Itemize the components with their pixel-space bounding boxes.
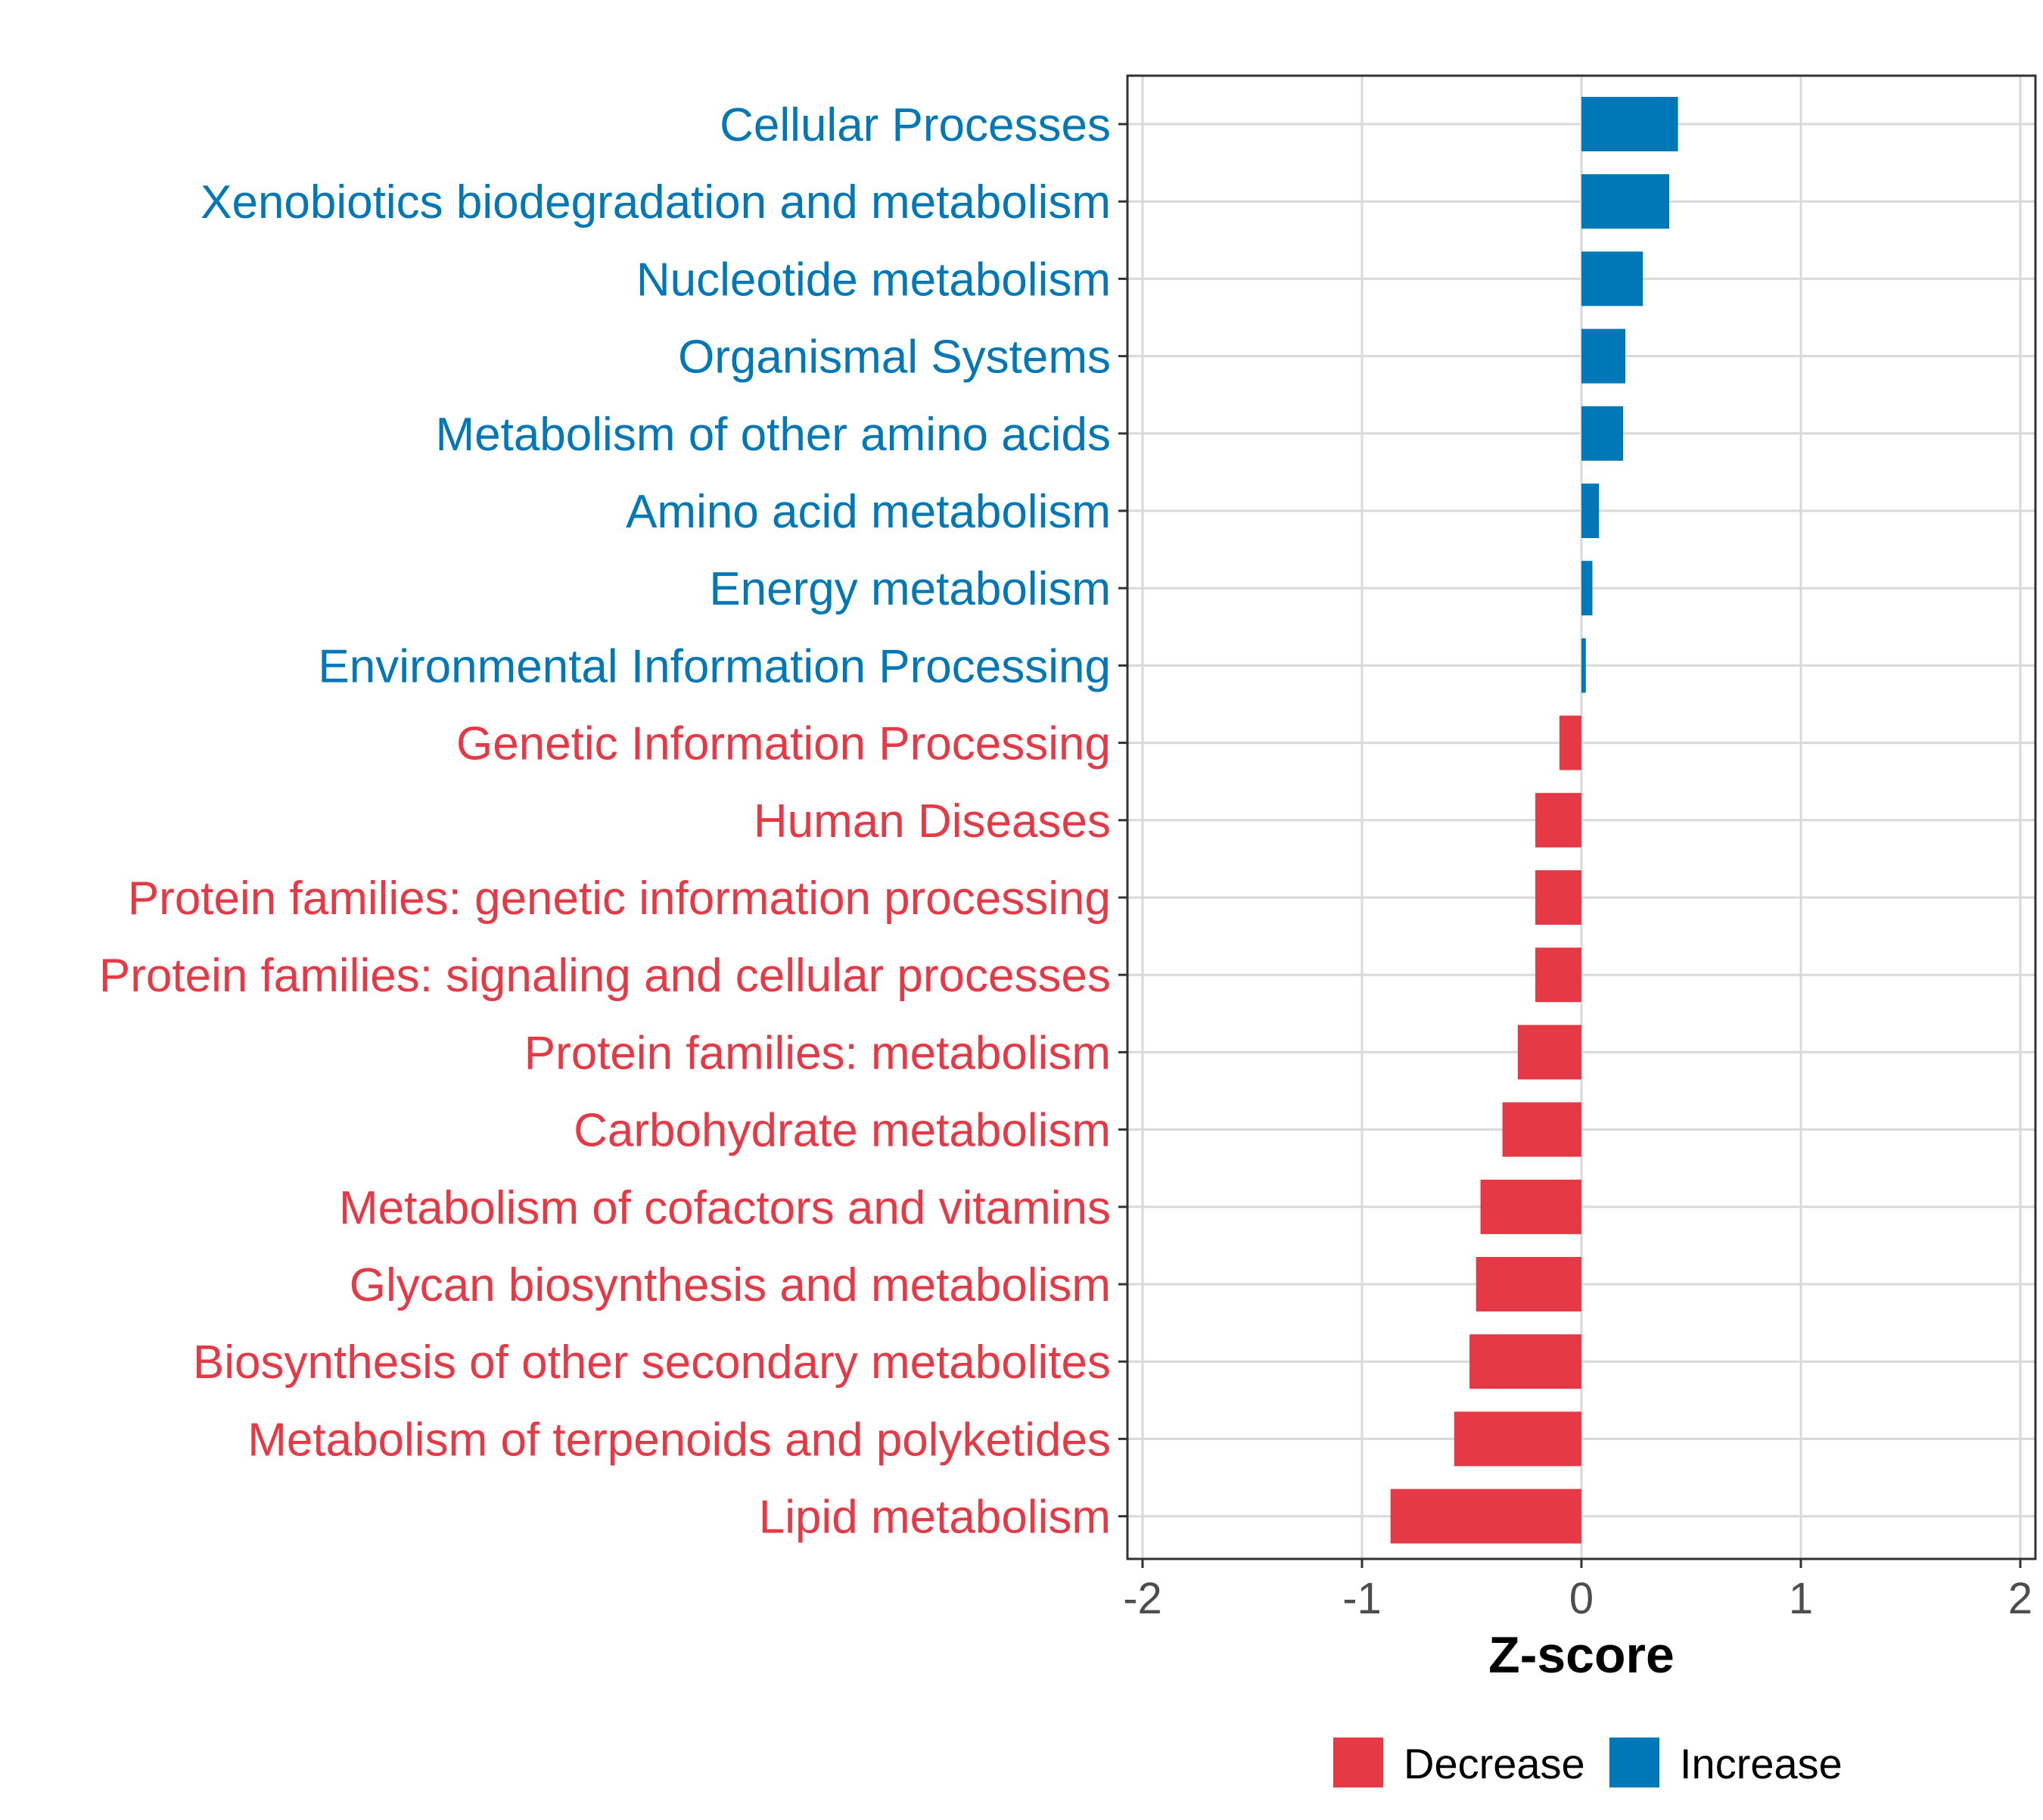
legend-label-decrease: Decrease <box>1404 1740 1585 1787</box>
bar <box>1535 870 1581 925</box>
bar <box>1502 1102 1581 1157</box>
bar <box>1535 792 1581 848</box>
y-tick-label: Organismal Systems <box>678 331 1111 384</box>
y-tick-label: Metabolism of other amino acids <box>435 409 1111 461</box>
legend-swatch-decrease <box>1333 1738 1383 1787</box>
y-tick-label: Protein families: metabolism <box>524 1027 1111 1079</box>
y-tick-label: Environmental Information Processing <box>318 640 1111 692</box>
legend: Decrease Increase <box>1333 1738 1842 1787</box>
x-axis: -2 -1 0 1 2 <box>1123 1559 2032 1623</box>
legend-label-increase: Increase <box>1680 1740 1842 1787</box>
y-tick-label: Protein families: genetic information pr… <box>128 873 1111 925</box>
x-tick-label: 1 <box>1789 1574 1813 1623</box>
y-tick-label: Metabolism of terpenoids and polyketides <box>247 1414 1111 1466</box>
bar <box>1454 1411 1581 1467</box>
bar <box>1581 174 1669 229</box>
y-tick-label: Glycan biosynthesis and metabolism <box>350 1259 1111 1311</box>
bar <box>1581 484 1600 538</box>
y-tick-label: Genetic Information Processing <box>456 718 1111 770</box>
legend-swatch-increase <box>1609 1738 1659 1787</box>
x-tick-label: 0 <box>1569 1574 1594 1623</box>
bar-layer <box>1390 97 1678 1544</box>
x-tick-label: -1 <box>1342 1574 1382 1623</box>
y-tick-label: Xenobiotics biodegradation and metabolis… <box>201 176 1111 229</box>
bar <box>1559 715 1581 770</box>
y-tick-label: Carbohydrate metabolism <box>574 1105 1111 1157</box>
y-tick-label: Amino acid metabolism <box>626 486 1111 538</box>
bar <box>1581 97 1678 151</box>
x-tick-label: -2 <box>1123 1574 1162 1623</box>
bar <box>1469 1334 1581 1389</box>
y-tick-label: Nucleotide metabolism <box>636 254 1111 306</box>
x-axis-title: Z-score <box>1488 1626 1675 1684</box>
bar <box>1581 406 1624 461</box>
y-tick-label: Energy metabolism <box>709 563 1111 615</box>
y-tick-label: Human Diseases <box>754 795 1111 848</box>
y-tick-label: Protein families: signaling and cellular… <box>99 950 1111 1002</box>
y-tick-label: Metabolism of cofactors and vitamins <box>339 1182 1111 1234</box>
y-axis: Cellular Processes Xenobiotics biodegrada… <box>99 99 1127 1544</box>
y-tick-label: Lipid metabolism <box>759 1492 1111 1544</box>
bar <box>1480 1179 1581 1234</box>
y-tick-label: Cellular Processes <box>720 99 1111 151</box>
bar <box>1581 561 1593 616</box>
x-tick-label: 2 <box>2008 1574 2032 1623</box>
y-tick-label: Biosynthesis of other secondary metaboli… <box>193 1336 1111 1389</box>
bar <box>1390 1489 1581 1544</box>
bar <box>1581 251 1643 306</box>
bar <box>1581 328 1625 384</box>
bar <box>1581 638 1586 693</box>
bar <box>1476 1257 1581 1311</box>
bar <box>1535 947 1581 1003</box>
bar <box>1517 1025 1581 1080</box>
